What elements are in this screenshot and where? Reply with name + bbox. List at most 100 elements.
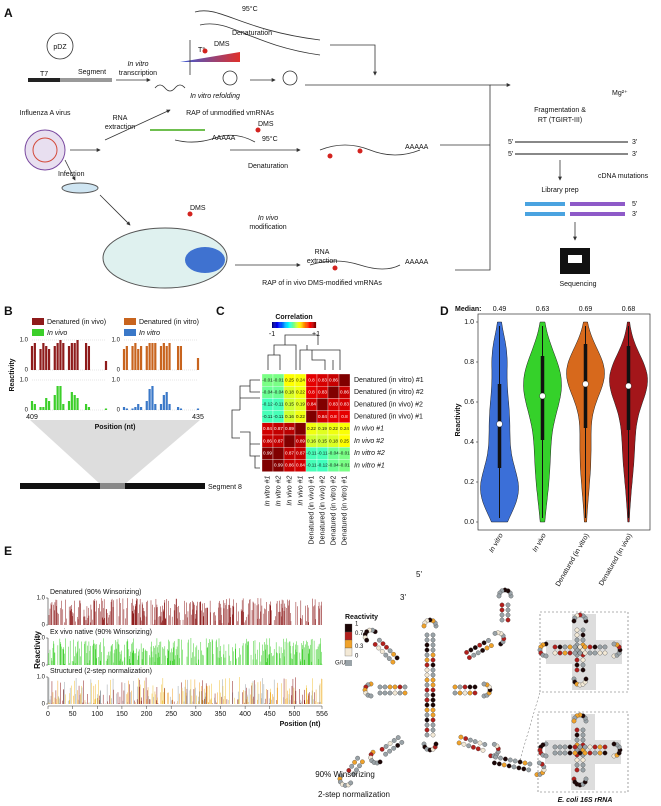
- reactivity-bar: [157, 703, 159, 704]
- reactivity-bar: [237, 699, 238, 704]
- reactivity-bar: [49, 702, 50, 704]
- reactivity-bar: [170, 652, 171, 665]
- reactivity-bar: [250, 654, 252, 665]
- reactivity-bar: [139, 598, 141, 625]
- reactivity-bar: [253, 640, 254, 665]
- nucleotide: [574, 637, 580, 643]
- nucleotide: [574, 727, 580, 733]
- x-tick-label: Denatured (in vivo): [598, 532, 634, 587]
- reactivity-bar: [186, 688, 188, 704]
- legend-tick-label: 1: [355, 622, 359, 628]
- reactivity-bar: [279, 600, 280, 625]
- reactivity-bar: [306, 621, 307, 625]
- reactivity-bar: [272, 656, 273, 665]
- reactivity-bar: [186, 695, 187, 704]
- reactivity-bar: [195, 614, 196, 625]
- nucleotide: [424, 637, 430, 643]
- reactivity-bar: [318, 644, 320, 665]
- reactivity-bar: [287, 599, 288, 625]
- diagram-label: 95°C: [262, 135, 278, 143]
- reactivity-bar: [257, 682, 259, 704]
- nucleotide: [458, 734, 464, 740]
- reactivity-bar: [256, 605, 258, 625]
- reactivity-bar: [135, 606, 136, 625]
- reactivity-bar: [79, 600, 81, 625]
- reactivity-bar: [247, 614, 249, 625]
- reactivity-bar: [58, 696, 59, 704]
- nucleotide: [377, 637, 382, 643]
- nucleotide: [572, 650, 578, 656]
- nucleotide: [464, 650, 469, 655]
- x-tick-label: 50: [69, 711, 77, 718]
- reactivity-bar: [51, 605, 52, 625]
- bar: [30, 346, 34, 370]
- reactivity-bar: [295, 677, 296, 704]
- reactivity-bar: [69, 693, 70, 704]
- nucleotide: [557, 644, 563, 650]
- diagram-label: AAAAA: [405, 144, 429, 151]
- reactivity-bar: [203, 616, 204, 625]
- diagram-label: 3': [632, 139, 637, 146]
- reactivity-bar: [270, 605, 271, 625]
- reactivity-bar: [54, 697, 56, 704]
- dms-dot: [255, 127, 261, 133]
- cell-label: 0.89: [296, 438, 305, 443]
- reactivity-bar: [182, 649, 183, 665]
- x-tick-label: In vitro: [488, 532, 505, 554]
- reactivity-bar: [210, 612, 211, 625]
- reactivity-bar: [146, 601, 147, 625]
- reactivity-bar: [219, 657, 220, 665]
- reactivity-bar: [195, 647, 197, 665]
- reactivity-bar: [167, 658, 169, 665]
- nucleotide: [430, 677, 436, 683]
- reactivity-bar: [271, 652, 272, 665]
- reactivity-bar: [229, 678, 230, 704]
- reactivity-bar: [246, 694, 248, 704]
- reactivity-bar: [154, 607, 155, 625]
- nucleotide: [580, 737, 586, 743]
- reactivity-bar: [62, 648, 64, 665]
- reactivity-bar: [308, 622, 309, 625]
- nucleotide: [462, 684, 468, 690]
- reactivity-bar: [248, 603, 249, 625]
- reactivity-bar: [185, 692, 187, 704]
- reactivity-bar: [232, 680, 233, 704]
- reactivity-bar: [69, 663, 70, 665]
- reactivity-bar: [305, 605, 306, 625]
- nucleotide: [582, 750, 588, 756]
- reactivity-bar: [134, 609, 135, 625]
- nucleotide: [602, 644, 608, 650]
- nucleotide: [430, 697, 436, 703]
- reactivity-bar: [276, 603, 277, 625]
- nucleotide: [457, 684, 463, 690]
- reactivity-bar: [310, 639, 312, 665]
- reactivity-bar: [192, 609, 194, 625]
- reactivity-bar: [133, 650, 134, 665]
- cell-label: 0.24: [296, 377, 305, 382]
- nucleotide: [456, 740, 462, 746]
- nucleotide: [379, 746, 385, 752]
- diagram-label: 3': [632, 151, 637, 158]
- reactivity-bar: [273, 620, 275, 625]
- reactivity-bar: [65, 694, 66, 704]
- reactivity-bar: [319, 643, 321, 665]
- reactivity-bar: [93, 685, 95, 704]
- reactivity-bar: [97, 694, 99, 704]
- reactivity-bar: [181, 687, 183, 704]
- reactivity-bar: [220, 603, 221, 625]
- reactivity-bar: [48, 677, 50, 704]
- reactivity-bar: [193, 603, 195, 625]
- reactivity-bar: [263, 650, 264, 665]
- reactivity-bar: [262, 644, 263, 665]
- legend-label: In vivo: [47, 330, 67, 337]
- row-label: In vitro #1: [354, 462, 385, 469]
- reactivity-bar: [202, 680, 203, 704]
- reactivity-bar: [160, 606, 161, 625]
- reactivity-bar: [121, 650, 122, 665]
- reactivity-bar: [143, 647, 144, 665]
- reactivity-bar: [294, 700, 295, 704]
- reactivity-bar: [268, 654, 269, 665]
- reactivity-bar: [205, 683, 207, 704]
- reactivity-bar: [133, 638, 134, 665]
- reactivity-bar: [239, 677, 240, 704]
